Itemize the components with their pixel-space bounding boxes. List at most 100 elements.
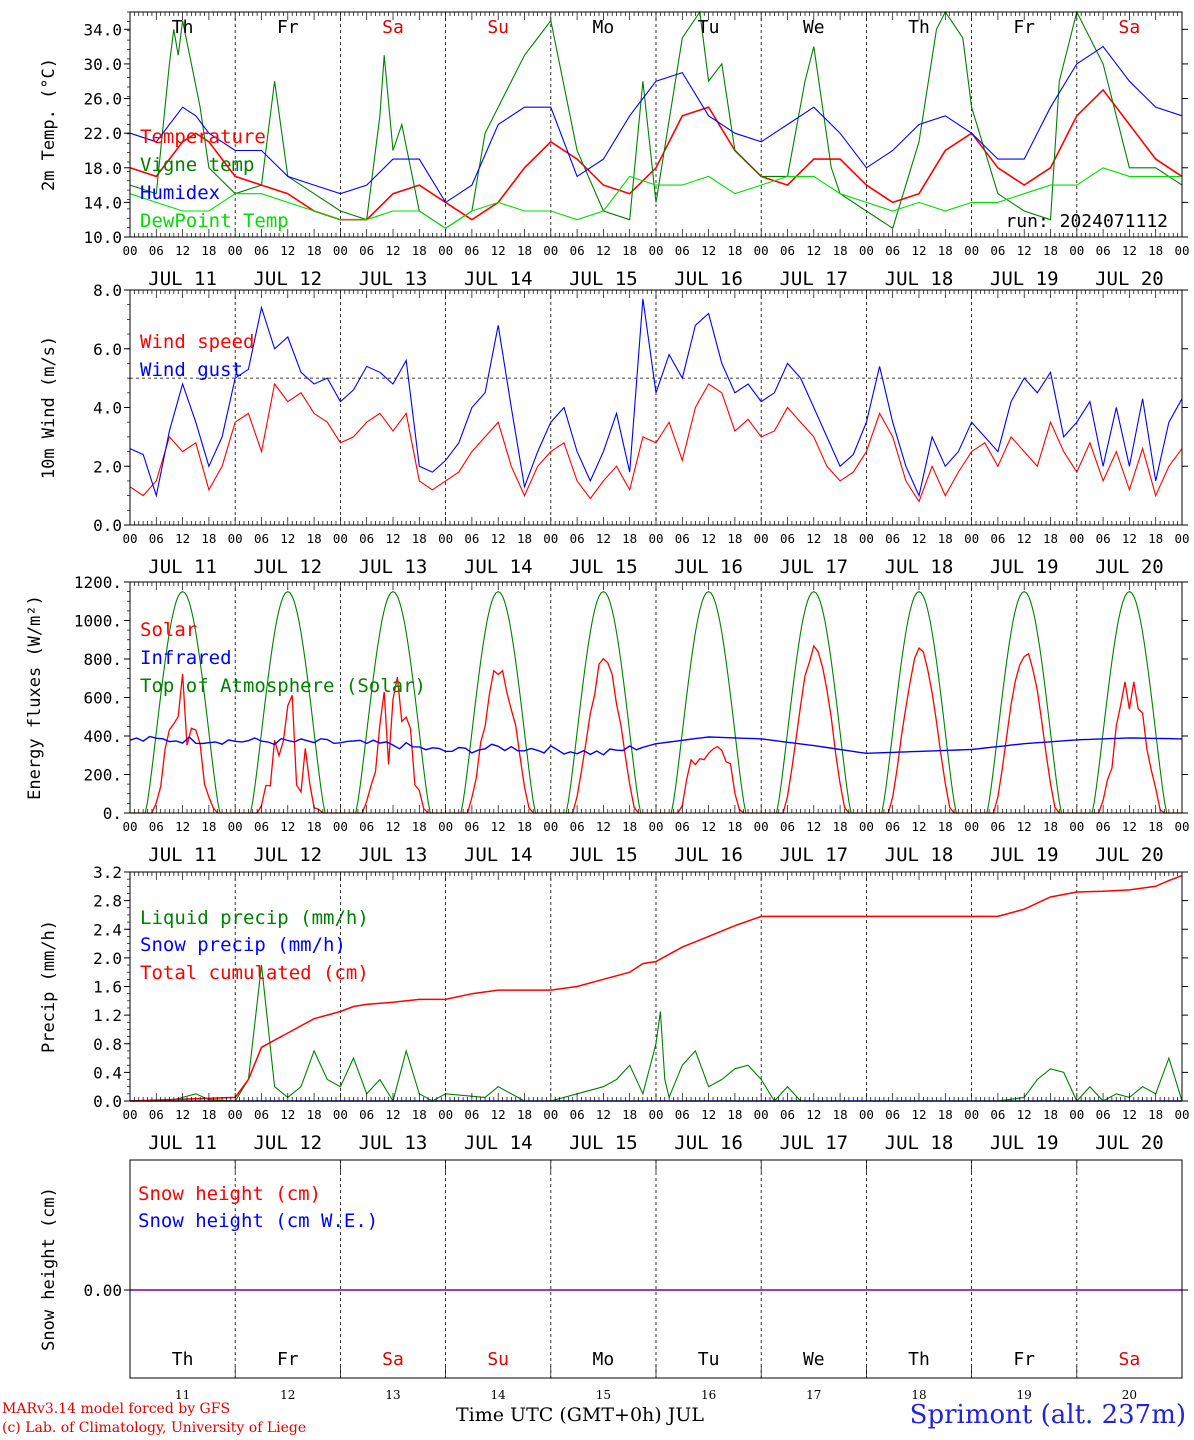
y-tick-label: 400. (83, 727, 122, 746)
weekday-label: Sa (382, 17, 404, 38)
hour-tick-label: 06 (359, 819, 374, 834)
date-label: JUL 12 (253, 844, 322, 866)
hour-tick-label: 06 (675, 531, 690, 546)
day-number-label: 12 (280, 1388, 295, 1402)
hour-tick-label: 18 (307, 1107, 322, 1122)
hour-tick-label: 12 (911, 243, 926, 258)
legend-snow-height-cm-: Snow height (cm) (138, 1183, 321, 1205)
y-tick-label: 0.0 (93, 516, 122, 535)
hour-tick-label: 00 (648, 531, 663, 546)
hour-tick-label: 00 (438, 819, 453, 834)
hour-tick-label: 18 (412, 819, 427, 834)
hour-tick-label: 00 (964, 243, 979, 258)
date-label: JUL 13 (359, 1132, 428, 1154)
hour-tick-label: 12 (911, 1107, 926, 1122)
date-label: JUL 13 (359, 844, 428, 866)
weekday-label: Mo (593, 1349, 615, 1370)
hour-tick-label: 06 (254, 819, 269, 834)
legend-liquid-precip-mm-h-: Liquid precip (mm/h) (140, 907, 369, 929)
date-label: JUL 16 (674, 844, 743, 866)
hour-tick-label: 12 (1017, 1107, 1032, 1122)
series-wind-gust (129, 298, 1183, 498)
hour-tick-label: 12 (280, 531, 295, 546)
weekday-label: Fr (277, 17, 299, 38)
hour-tick-label: 06 (149, 819, 164, 834)
y-tick-label: 1000. (74, 612, 122, 631)
y-tick-label: 26.0 (83, 90, 122, 109)
legend-humidex: Humidex (140, 182, 220, 204)
hour-tick-label: 00 (438, 531, 453, 546)
y-tick-label: 0. (103, 804, 122, 823)
hour-tick-label: 18 (517, 243, 532, 258)
date-label: JUL 11 (148, 268, 217, 290)
hour-tick-label: 18 (622, 243, 637, 258)
hour-tick-label: 12 (911, 531, 926, 546)
hour-tick-label: 18 (833, 243, 848, 258)
hour-tick-label: 12 (1017, 531, 1032, 546)
hour-tick-label: 06 (675, 243, 690, 258)
date-label: JUL 15 (569, 844, 638, 866)
weekday-label: Sa (382, 1349, 404, 1370)
hour-tick-label: 06 (885, 243, 900, 258)
hour-tick-label: 12 (385, 531, 400, 546)
hour-tick-label: 18 (307, 243, 322, 258)
date-label: JUL 12 (253, 1132, 322, 1154)
hour-tick-label: 06 (990, 819, 1005, 834)
series-wind-speed (129, 382, 1183, 503)
hour-tick-label: 00 (122, 1107, 137, 1122)
hour-tick-label: 12 (806, 531, 821, 546)
hour-tick-label: 12 (491, 243, 506, 258)
hour-tick-label: 12 (385, 1107, 400, 1122)
model-credit: MARv3.14 model forced by GFS (2, 1401, 231, 1417)
date-label: JUL 18 (885, 1132, 954, 1154)
day-number-label: 19 (1017, 1388, 1032, 1402)
hour-tick-label: 06 (675, 1107, 690, 1122)
date-label: JUL 20 (1095, 268, 1164, 290)
hour-tick-label: 18 (1043, 1107, 1058, 1122)
hour-tick-label: 00 (122, 531, 137, 546)
day-number-label: 16 (701, 1388, 716, 1402)
y-tick-label: 0.4 (93, 1063, 122, 1082)
series-total-cumulated (129, 874, 1183, 1102)
hour-tick-label: 00 (1174, 819, 1189, 834)
date-label: JUL 19 (990, 844, 1059, 866)
hour-tick-label: 18 (201, 531, 216, 546)
hour-tick-label: 00 (122, 819, 137, 834)
hour-tick-label: 18 (938, 1107, 953, 1122)
y-tick-label: 600. (83, 689, 122, 708)
hour-tick-label: 18 (622, 531, 637, 546)
hour-tick-label: 18 (727, 1107, 742, 1122)
hour-tick-label: 06 (885, 531, 900, 546)
hour-tick-label: 12 (280, 1107, 295, 1122)
hour-tick-label: 06 (990, 531, 1005, 546)
hour-tick-label: 00 (1174, 531, 1189, 546)
hour-tick-label: 18 (727, 243, 742, 258)
legend-snow-precip-mm-h-: Snow precip (mm/h) (140, 934, 346, 956)
date-label: JUL 11 (148, 556, 217, 578)
hour-tick-label: 18 (1148, 243, 1163, 258)
hour-tick-label: 06 (1096, 243, 1111, 258)
hour-tick-label: 12 (596, 819, 611, 834)
date-label: JUL 17 (779, 1132, 848, 1154)
hour-tick-label: 00 (859, 531, 874, 546)
date-label: JUL 19 (990, 268, 1059, 290)
y-axis-label: Snow height (cm) (39, 1187, 59, 1351)
weekday-label: Su (487, 1349, 509, 1370)
hour-tick-label: 00 (1174, 243, 1189, 258)
hour-tick-label: 12 (175, 243, 190, 258)
hour-tick-label: 12 (701, 243, 716, 258)
hour-tick-label: 00 (1069, 531, 1084, 546)
hour-tick-label: 18 (938, 819, 953, 834)
hour-tick-label: 00 (754, 243, 769, 258)
hour-tick-label: 06 (570, 819, 585, 834)
series-liquid-precip (130, 964, 1183, 1103)
lab-credit: (c) Lab. of Climatology, University of L… (2, 1420, 307, 1436)
run-label: run: 2024071112 (1005, 211, 1168, 232)
date-label: JUL 20 (1095, 844, 1164, 866)
hour-tick-label: 12 (175, 819, 190, 834)
legend-solar: Solar (140, 619, 197, 641)
y-tick-label: 2.4 (93, 920, 122, 939)
hour-tick-label: 00 (1069, 243, 1084, 258)
day-number-label: 11 (175, 1388, 190, 1402)
